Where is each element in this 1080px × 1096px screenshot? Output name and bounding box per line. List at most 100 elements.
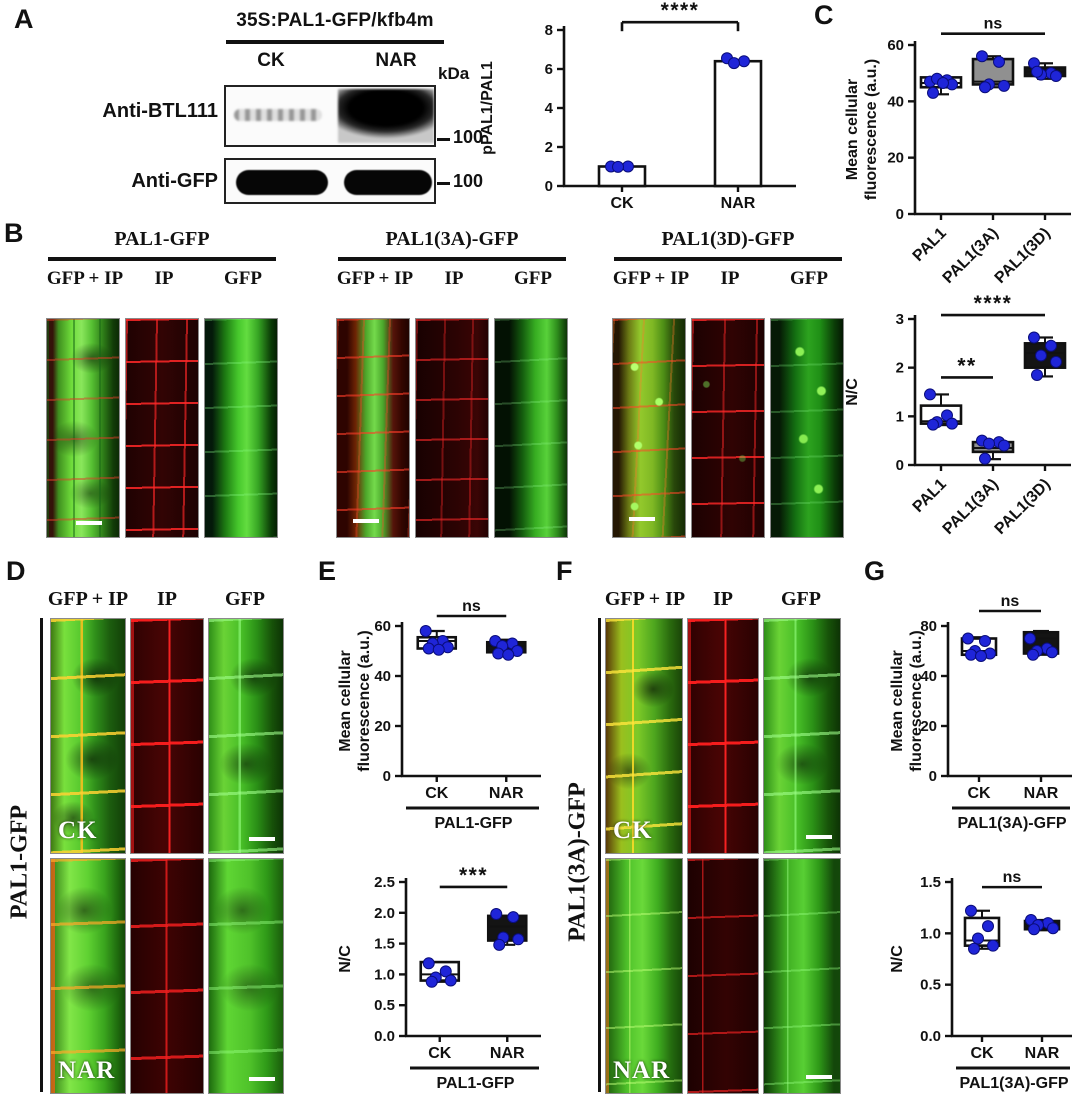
panel-c-label: C [814,0,834,30]
svg-text:CK: CK [425,785,449,802]
svg-text:NAR: NAR [721,195,756,212]
svg-text:Mean cellular: Mean cellular [337,650,354,751]
f-column-header-gfp: GFP [781,588,821,610]
micrograph-d-ck-gfp [208,618,284,854]
svg-text:****: **** [661,0,700,22]
panel-g-label: G [864,556,886,586]
column-header-ip: IP [154,268,174,289]
mean-fluorescence-boxplot-g: 0 20 40 80 Mean cellular fluorescence (a.u.) C… [888,576,1080,838]
antibody-label-btl111: Anti-BTL111 [102,100,218,122]
marker-dash-top [437,138,450,141]
nc-ratio-boxplot-c: 0 1 2 3 N/C PAL1 PAL1(3A) PAL1(3D) ** **** [843,293,1080,571]
svg-text:Mean cellular: Mean cellular [844,79,861,180]
micrograph-f-ck-merge: CK [605,618,683,854]
svg-text:PAL1(3D): PAL1(3D) [992,225,1054,287]
svg-text:20: 20 [887,150,904,167]
b-group-pal1: PAL1-GFP GFP + IP IP GFP [46,228,278,540]
antibody-label-gfp: Anti-GFP [131,170,218,192]
svg-text:0: 0 [896,206,904,223]
svg-text:1: 1 [896,408,904,425]
svg-text:3: 3 [896,311,904,328]
svg-text:PAL1(3A)-GFP: PAL1(3A)-GFP [959,1075,1068,1092]
column-header-ip: IP [444,268,464,289]
svg-text:1.0: 1.0 [374,966,395,983]
svg-text:0: 0 [896,457,904,474]
micrograph-pal1-3a-ip [415,318,489,538]
svg-text:0.5: 0.5 [920,977,941,994]
svg-text:**: ** [957,354,976,377]
svg-text:NAR: NAR [490,1045,525,1062]
svg-text:pPAL1/PAL1: pPAL1/PAL1 [479,61,496,155]
svg-text:PAL1(3A): PAL1(3A) [940,476,1002,538]
svg-text:2.5: 2.5 [374,874,395,891]
blot-band-ck-faint [234,109,322,121]
svg-text:6: 6 [545,61,553,78]
svg-text:***: *** [459,864,488,887]
svg-text:20: 20 [374,718,391,735]
column-header-gfp-ip: GFP + IP [612,268,690,289]
micrograph-f-nar-ip [687,858,759,1094]
micrograph-f-nar-merge: NAR [605,858,683,1094]
scale-bar [806,835,832,839]
svg-text:2: 2 [545,139,553,156]
svg-text:****: **** [974,293,1013,315]
b-group-pal1-3d: PAL1(3D)-GFP GFP + IP IP GFP [612,228,844,540]
svg-text:CK: CK [967,785,991,802]
b-group-title: PAL1(3D)-GFP [661,228,795,250]
marker-dash-bottom [437,182,450,185]
panel-f-label: F [556,556,573,586]
nc-ratio-boxplot-e: 0.0 0.5 1.0 1.5 2.0 2.5 N/C CK NAR PAL1-GFP *** [336,846,554,1094]
d-row-label: PAL1-GFP [6,804,33,920]
micrograph-d-nar-merge: NAR [50,858,126,1094]
svg-text:PAL1-GFP: PAL1-GFP [435,815,513,832]
svg-text:fluorescence (a.u.): fluorescence (a.u.) [356,630,373,771]
column-header-gfp-ip: GFP + IP [46,268,124,289]
svg-text:60: 60 [887,37,904,54]
svg-text:ns: ns [1001,593,1020,610]
blot-title-underline [226,40,444,44]
condition-overlay-ck: CK [58,817,98,844]
svg-text:N/C: N/C [337,945,354,973]
column-header-gfp-ip: GFP + IP [336,268,414,289]
western-blot-gfp [224,158,436,204]
micrograph-pal1-3d-ip [691,318,765,538]
svg-text:2: 2 [896,360,904,377]
svg-text:0: 0 [545,178,553,195]
b-group-pal1-3a: PAL1(3A)-GFP GFP + IP IP GFP [336,228,568,540]
scale-bar [353,519,379,523]
svg-text:40: 40 [920,668,937,685]
micrograph-f-ck-ip [687,618,759,854]
svg-text:1.5: 1.5 [374,936,395,953]
f-column-header-ip: IP [713,588,733,610]
svg-text:2.0: 2.0 [374,905,395,922]
micrograph-pal1-3d-gfp [770,318,844,538]
svg-text:0: 0 [383,768,391,785]
b-group-title: PAL1(3A)-GFP [385,228,519,250]
svg-text:60: 60 [374,618,391,635]
d-row-bracket [40,618,43,1092]
svg-text:ns: ns [1003,869,1022,886]
micrograph-d-nar-ip [130,858,204,1094]
micrograph-pal1-gfp [204,318,278,538]
svg-text:NAR: NAR [1024,785,1059,802]
svg-text:4: 4 [545,100,554,117]
marker-100-bottom: 100 [453,171,484,191]
scale-bar [629,517,655,521]
f-row-bracket [598,618,601,1092]
panel-a-label: A [14,4,34,34]
f-column-header-gfp-ip: GFP + IP [604,588,686,610]
blot-title: 35S:PAL1-GFP/kfb4m [236,10,434,31]
scale-bar [249,1077,275,1081]
svg-text:NAR: NAR [1025,1045,1060,1062]
b-group-underline [48,257,276,261]
svg-text:N/C: N/C [844,378,861,406]
panel-b-label: B [4,218,24,248]
svg-text:20: 20 [920,718,937,735]
b-group-underline [614,257,842,261]
svg-text:40: 40 [374,668,391,685]
micrograph-pal1-3a-merge [336,318,410,538]
nc-ratio-boxplot-g: 0.0 0.5 1.0 1.5 N/C CK NAR PAL1(3A)-GFP ns [888,846,1080,1094]
svg-text:0.0: 0.0 [374,1028,395,1045]
d-column-header-ip: IP [157,588,177,610]
